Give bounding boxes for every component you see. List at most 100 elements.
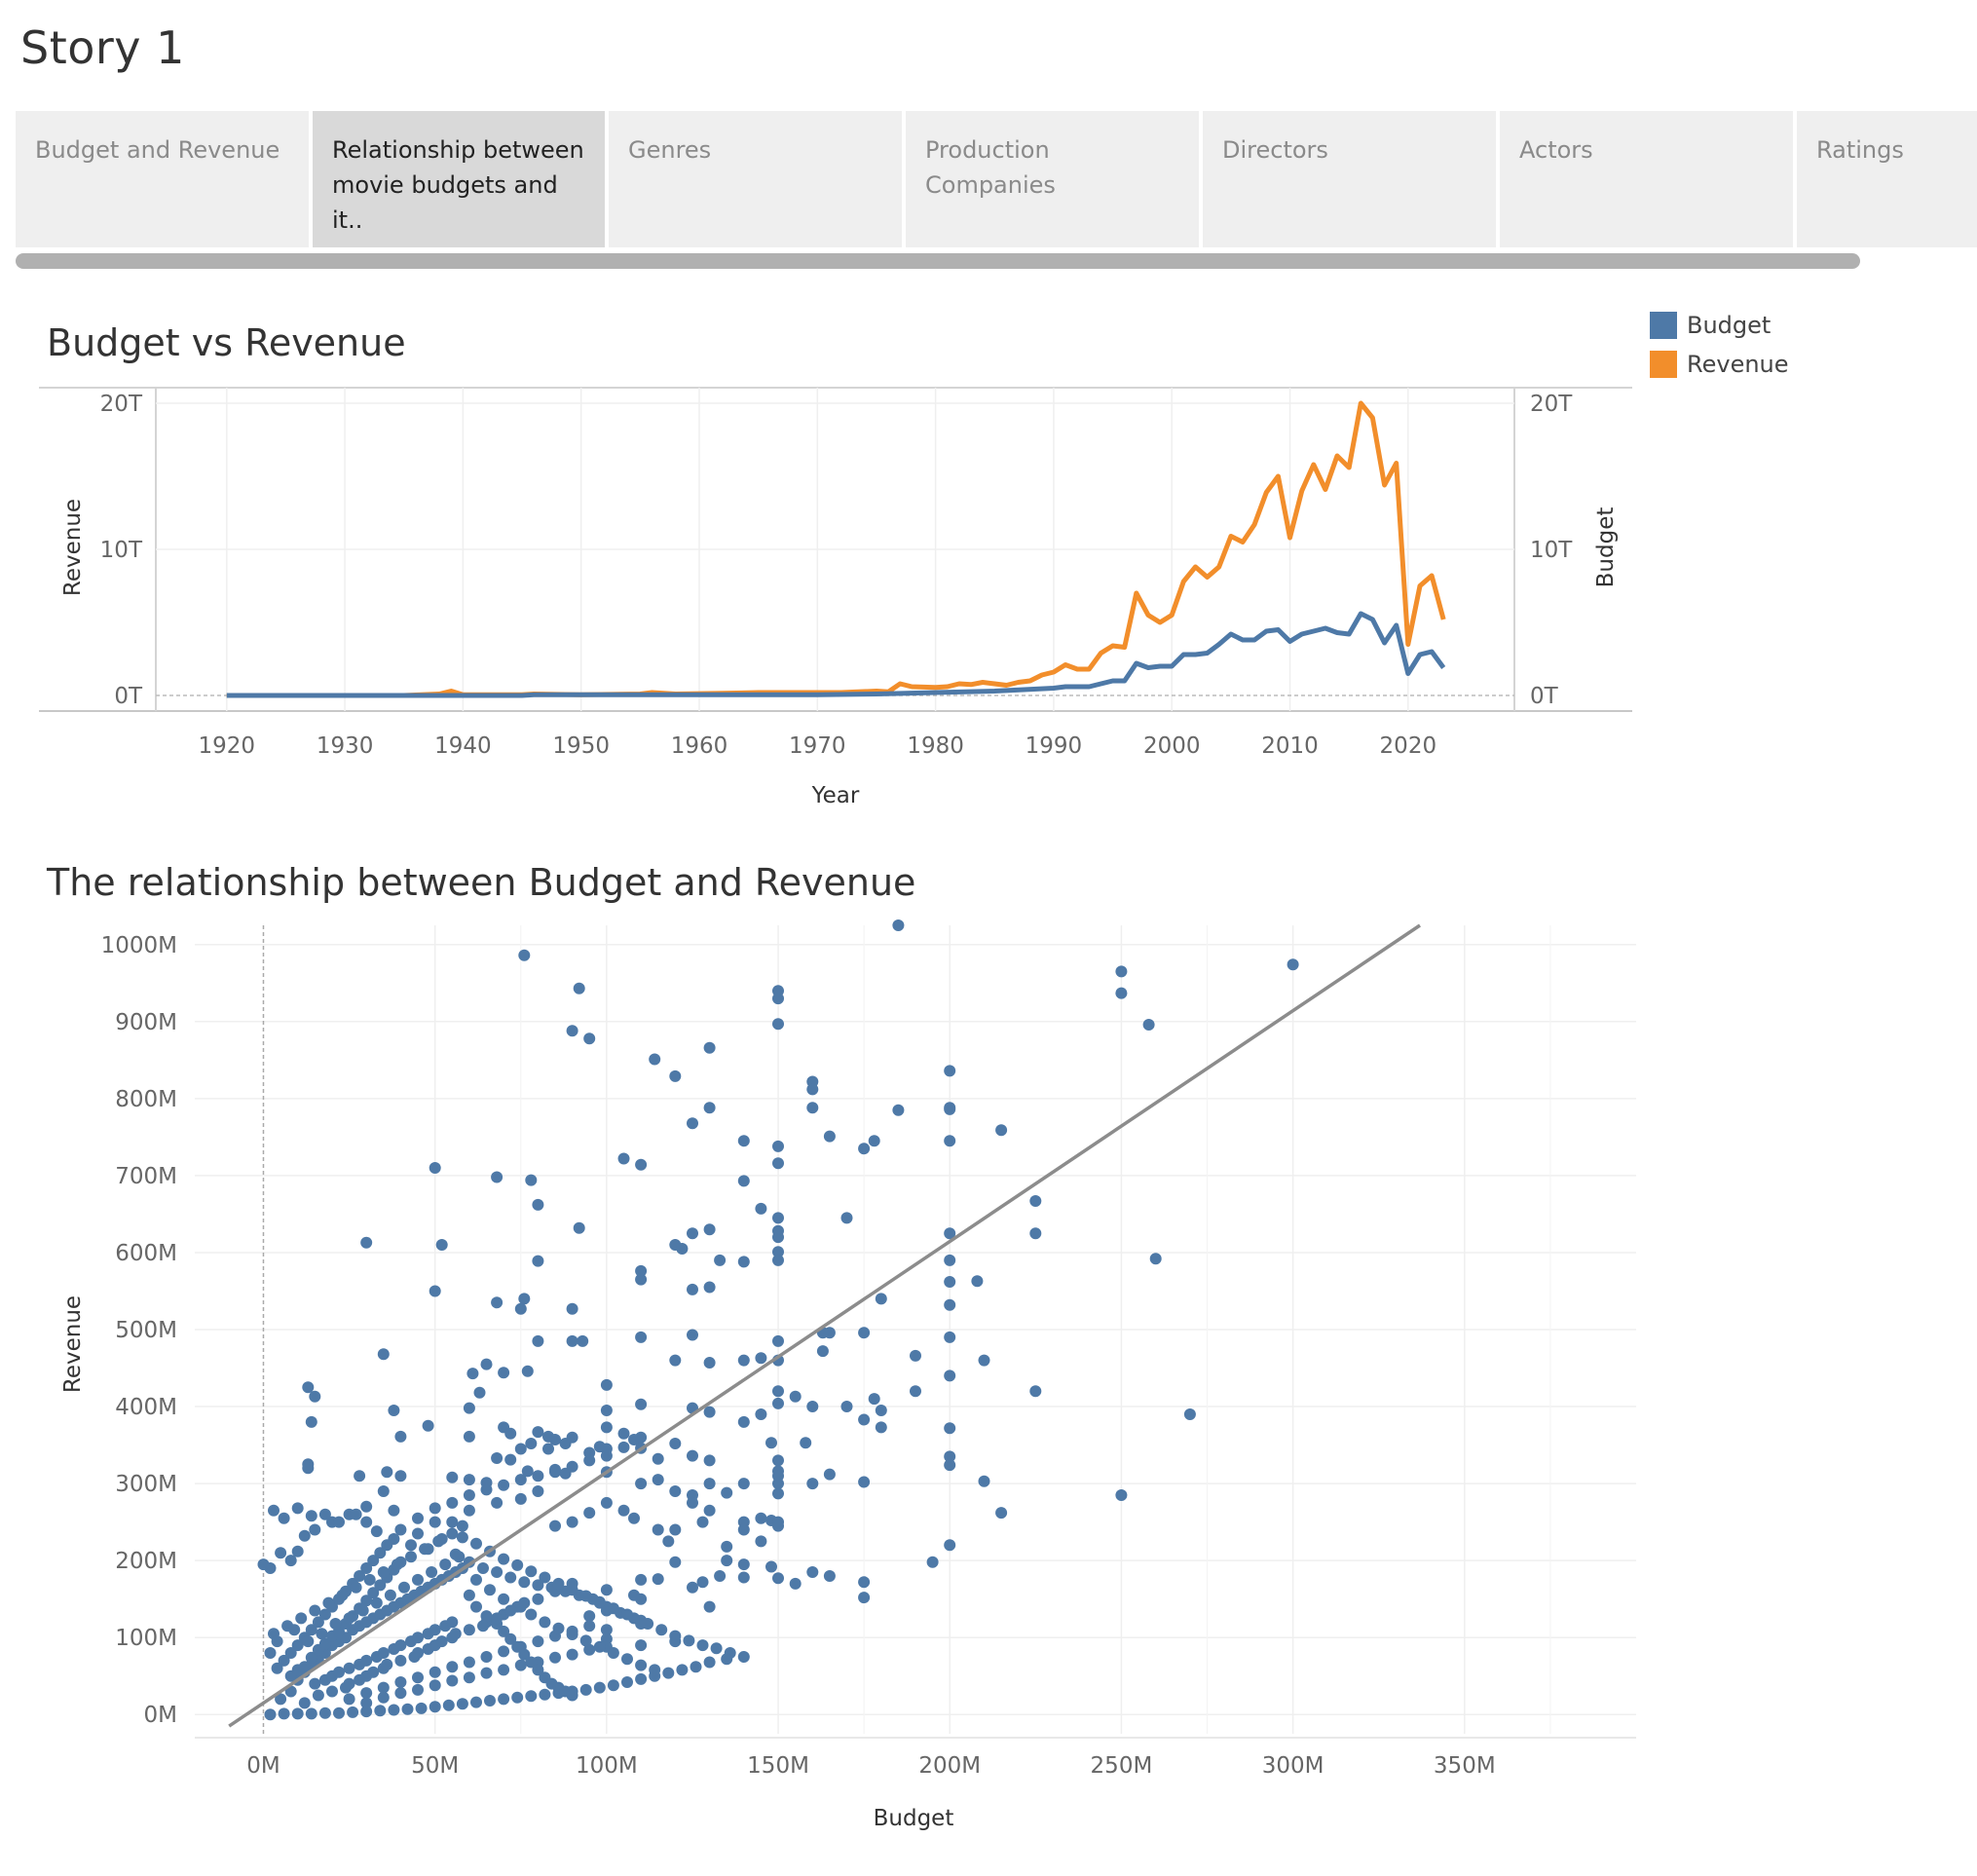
scatter-point	[370, 1596, 383, 1609]
scatter-point	[607, 1647, 619, 1659]
scatter-point	[617, 1504, 630, 1517]
scatter-point	[463, 1671, 475, 1684]
scatter-chart[interactable]: 0M 100M 200M 300M 400M 500M 600M 700M 800M 900M 10…	[0, 916, 1656, 1851]
scatter-point	[377, 1485, 390, 1497]
scatter-point	[737, 1415, 750, 1428]
scatter-point	[635, 1614, 648, 1627]
scatter-point	[504, 1571, 517, 1584]
scatter-point	[868, 1135, 880, 1147]
scatter-point	[816, 1345, 829, 1358]
scatter-point	[806, 1102, 819, 1114]
legend-item-revenue[interactable]: Revenue	[1650, 345, 1789, 384]
scatter-point	[635, 1431, 648, 1444]
x-tick-label: 1980	[907, 733, 964, 759]
scatter-point	[518, 949, 531, 961]
x-tick-label: 1960	[671, 733, 728, 759]
scatter-point	[318, 1508, 331, 1520]
scatter-point	[566, 1334, 578, 1347]
scatter-point	[463, 1589, 475, 1601]
scatter-point	[463, 1656, 475, 1669]
scatter-point	[312, 1616, 324, 1629]
scatter-point	[381, 1658, 393, 1670]
scatter-point	[377, 1691, 390, 1704]
tab-production-companies[interactable]: Production Companies	[906, 111, 1199, 247]
scatter-point	[446, 1674, 459, 1687]
scatter-point	[532, 1485, 544, 1497]
scatter-point	[600, 1624, 613, 1636]
scatter-point	[800, 1437, 812, 1449]
y-tick-label: 900M	[115, 1010, 177, 1035]
scatter-point	[737, 1256, 750, 1268]
scatter-point	[772, 1254, 784, 1266]
x-tick-label: 200M	[918, 1753, 981, 1779]
scatter-point	[583, 1454, 596, 1467]
scatter-point	[518, 1576, 531, 1589]
legend-item-budget[interactable]: Budget	[1650, 306, 1789, 345]
scatter-point	[579, 1634, 592, 1647]
scatter-point	[498, 1553, 510, 1565]
scatter-point	[498, 1625, 510, 1637]
scatter-point	[690, 1661, 702, 1673]
scatter-point	[662, 1667, 675, 1679]
tabs-scrollbar[interactable]	[16, 253, 1860, 269]
line-chart[interactable]: 1920 1930 1940 1950 1960 1970 1980 1990 2000 2010…	[0, 380, 1656, 818]
legend-swatch-budget	[1650, 312, 1677, 339]
scatter-point	[278, 1654, 290, 1667]
tab-label: Directors	[1222, 136, 1328, 164]
scatter-point	[480, 1651, 493, 1663]
scatter-point	[305, 1415, 317, 1428]
tab-genres[interactable]: Genres	[609, 111, 902, 247]
scatter-point	[429, 1516, 441, 1528]
scatter-point	[491, 1452, 504, 1464]
tab-budget-and-revenue[interactable]: Budget and Revenue	[16, 111, 309, 247]
scatter-point	[721, 1540, 733, 1553]
scatter-point	[271, 1635, 283, 1648]
tab-ratings[interactable]: Ratings	[1797, 111, 1977, 247]
scatter-point	[635, 1639, 648, 1652]
scatter-point	[583, 1507, 596, 1520]
scatter-point	[439, 1558, 452, 1571]
tab-label: Production Companies	[925, 136, 1056, 199]
scatter-point	[687, 1227, 698, 1240]
scatter-point	[305, 1651, 317, 1664]
scatter-point	[703, 1600, 716, 1613]
scatter-point	[1149, 1253, 1162, 1265]
scatter-point	[583, 1032, 596, 1045]
scatter-point	[446, 1527, 459, 1540]
scatter-point	[617, 1441, 630, 1453]
scatter-point	[539, 1688, 551, 1701]
scatter-point	[532, 1579, 544, 1592]
scatter-point	[892, 1104, 905, 1116]
scatter-point	[435, 1239, 448, 1251]
scatter-point	[343, 1693, 355, 1706]
scatter-point	[652, 1452, 664, 1465]
scatter-point	[737, 1558, 750, 1571]
scatter-point	[635, 1659, 648, 1671]
tab-actors[interactable]: Actors	[1500, 111, 1793, 247]
scatter-point	[377, 1681, 390, 1694]
scatter-point	[354, 1570, 366, 1582]
scatter-point	[755, 1408, 767, 1420]
scatter-point	[806, 1401, 819, 1412]
scatter-point	[333, 1707, 345, 1719]
scatter-point	[573, 1221, 585, 1234]
x-tick-label: 1970	[789, 733, 846, 759]
scatter-point	[394, 1470, 407, 1482]
scatter-point	[772, 1334, 784, 1347]
scatter-point	[910, 1349, 921, 1362]
scatter-point	[858, 1413, 871, 1426]
tab-label: Ratings	[1816, 136, 1904, 164]
tab-relationship-budgets[interactable]: Relationship between movie budgets and i…	[313, 111, 605, 247]
scatter-point	[687, 1283, 698, 1295]
scatter-point	[498, 1593, 510, 1605]
scatter-point	[470, 1537, 482, 1550]
scatter-point	[367, 1587, 380, 1599]
scatter-point	[302, 1381, 315, 1394]
tab-directors[interactable]: Directors	[1203, 111, 1496, 247]
scatter-point	[456, 1520, 468, 1532]
scatter-point	[669, 1630, 682, 1642]
scatter-point	[737, 1523, 750, 1536]
line-chart-title: Budget vs Revenue	[47, 321, 406, 364]
scatter-point	[360, 1654, 373, 1667]
scatter-point	[806, 1478, 819, 1490]
